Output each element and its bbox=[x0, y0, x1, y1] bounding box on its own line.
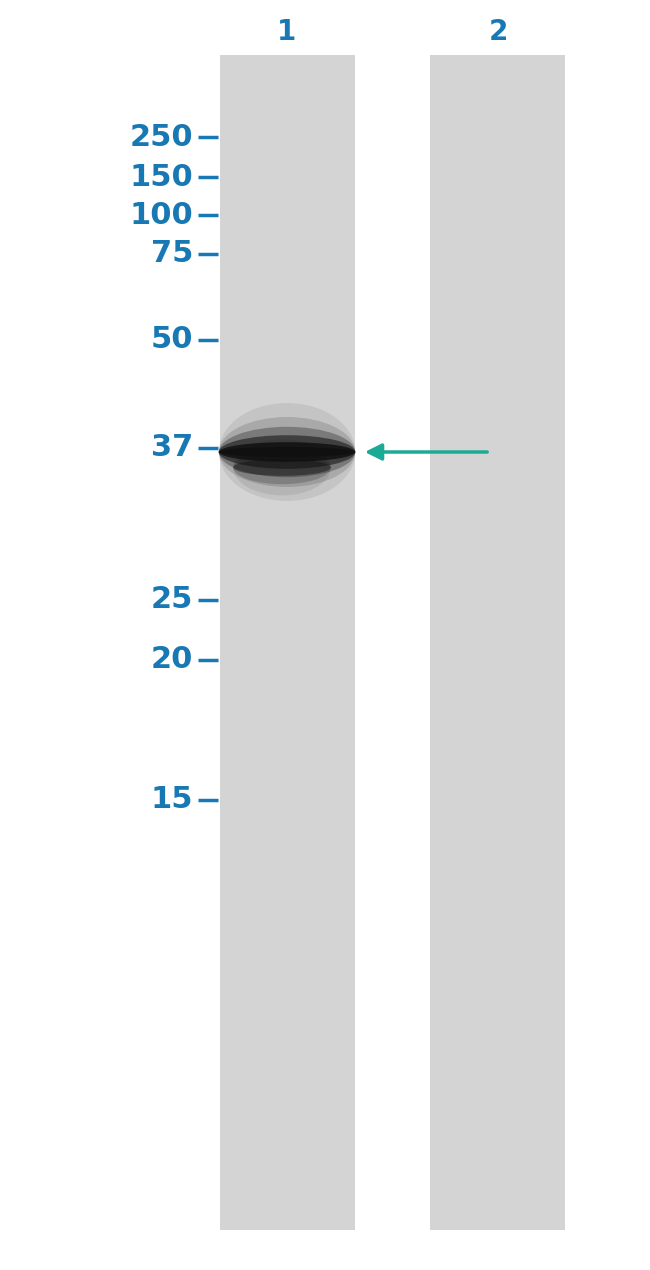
Text: 1: 1 bbox=[278, 18, 296, 46]
Text: 15: 15 bbox=[151, 786, 193, 814]
Ellipse shape bbox=[219, 427, 356, 478]
Ellipse shape bbox=[219, 436, 356, 469]
Text: 2: 2 bbox=[488, 18, 508, 46]
Text: 50: 50 bbox=[151, 325, 193, 354]
Text: 25: 25 bbox=[151, 585, 193, 615]
Ellipse shape bbox=[233, 451, 331, 484]
Ellipse shape bbox=[219, 447, 356, 457]
Ellipse shape bbox=[233, 439, 331, 495]
Bar bbox=[220, 55, 355, 1231]
Text: 100: 100 bbox=[129, 201, 193, 230]
Text: 37: 37 bbox=[151, 433, 193, 462]
Ellipse shape bbox=[219, 442, 356, 462]
Text: 20: 20 bbox=[151, 645, 193, 674]
Text: 150: 150 bbox=[129, 163, 193, 192]
Text: 75: 75 bbox=[151, 240, 193, 268]
Ellipse shape bbox=[233, 458, 331, 476]
Ellipse shape bbox=[219, 417, 356, 486]
Text: 250: 250 bbox=[129, 122, 193, 151]
Bar bbox=[430, 55, 565, 1231]
Ellipse shape bbox=[219, 403, 356, 500]
